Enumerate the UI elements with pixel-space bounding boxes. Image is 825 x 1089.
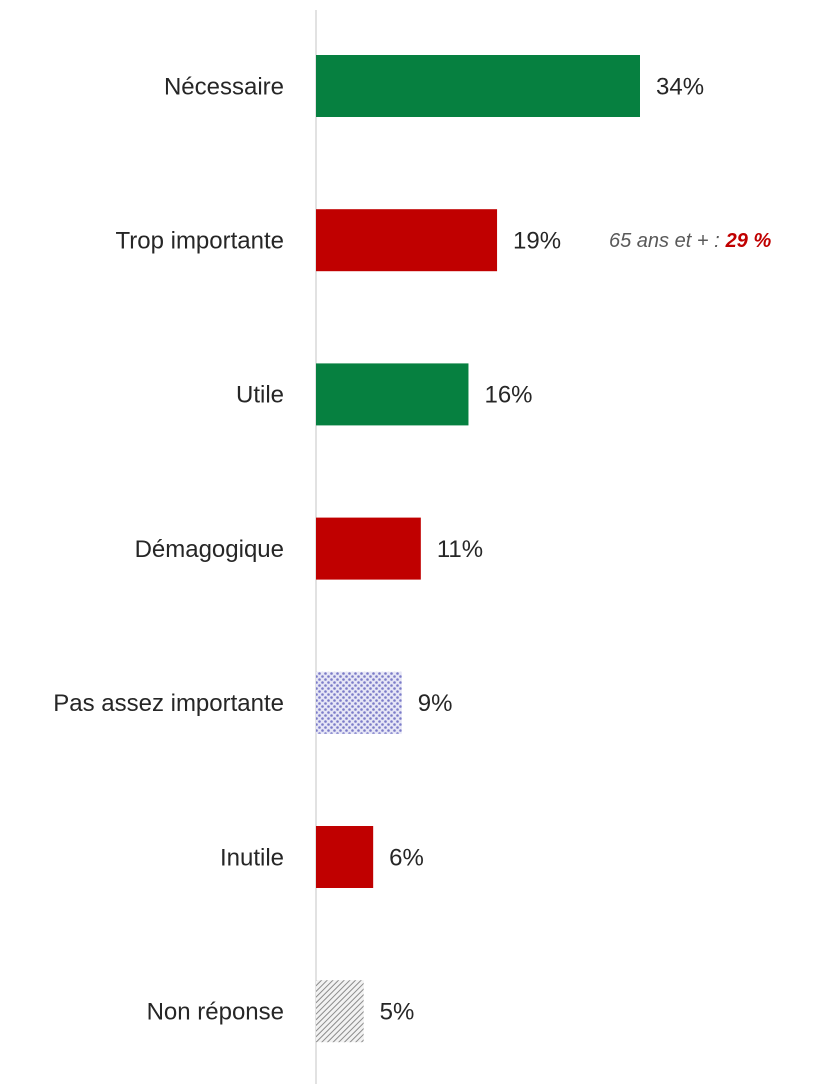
bar [316,980,364,1043]
category-label: Pas assez importante [53,690,284,717]
category-label: Utile [236,382,284,409]
value-label: 16% [484,382,532,409]
value-label: 11% [437,536,483,563]
bar [316,55,640,117]
annotation: 65 ans et + :29 % [609,230,771,252]
value-label: 5% [380,999,415,1026]
category-label: Inutile [220,844,284,871]
value-label: 6% [389,844,424,871]
value-label: 9% [418,690,453,717]
bar [316,671,402,734]
value-label: 19% [513,228,561,255]
category-label: Démagogique [135,536,284,563]
category-label: Trop importante [115,228,284,255]
bar [316,209,498,272]
annotation-value: 29 % [725,230,772,252]
category-label: Non réponse [147,999,284,1026]
annotation-label: 65 ans et + : [609,230,720,252]
bar [316,826,374,888]
value-label: 34% [656,73,704,100]
bar [316,517,421,580]
category-label: Nécessaire [164,73,284,100]
bar [316,363,469,426]
